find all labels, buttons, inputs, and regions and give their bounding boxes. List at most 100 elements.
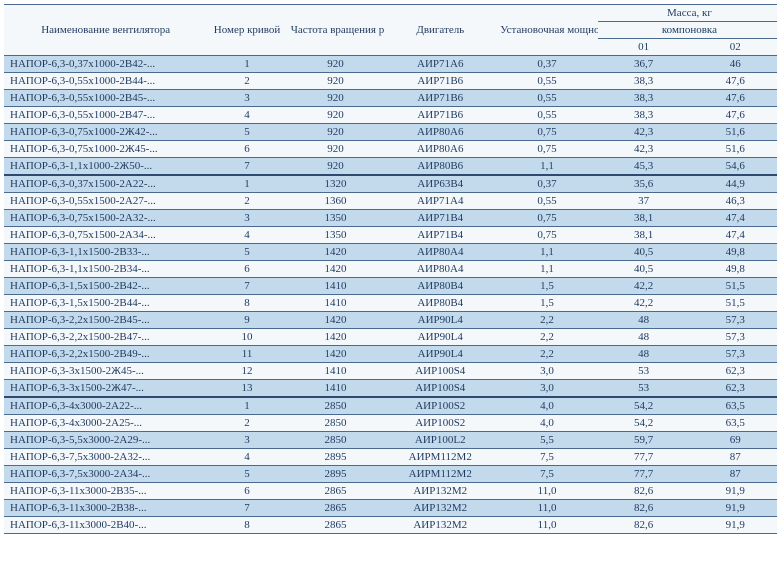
cell-m01: 82,6 <box>598 483 690 500</box>
cell-motor: АИР71В6 <box>384 107 496 124</box>
cell-power: 1,1 <box>496 244 598 261</box>
cell-rpm: 1420 <box>287 244 385 261</box>
cell-power: 0,55 <box>496 90 598 107</box>
cell-power: 11,0 <box>496 517 598 534</box>
col-name: Наименование вентилятора <box>4 5 207 56</box>
cell-motor: АИР80В4 <box>384 295 496 312</box>
cell-rpm: 920 <box>287 56 385 73</box>
cell-rpm: 1420 <box>287 329 385 346</box>
cell-motor: АИР132М2 <box>384 517 496 534</box>
cell-power: 1,1 <box>496 158 598 176</box>
cell-curve: 2 <box>207 73 286 90</box>
table-row: НАПОР-6,3-0,75х1000-2Ж42-...5920АИР80А60… <box>4 124 777 141</box>
cell-m01: 37 <box>598 193 690 210</box>
cell-m01: 54,2 <box>598 397 690 415</box>
cell-motor: АИР71В4 <box>384 210 496 227</box>
col-layout: компоновка <box>598 22 777 39</box>
table-row: НАПОР-6,3-0,75х1500-2А34-...41350АИР71В4… <box>4 227 777 244</box>
cell-m01: 48 <box>598 346 690 363</box>
col-motor: Двигатель <box>384 5 496 56</box>
cell-curve: 3 <box>207 432 286 449</box>
cell-m02: 46 <box>689 56 777 73</box>
cell-name: НАПОР-6,3-5,5х3000-2А29-... <box>4 432 207 449</box>
cell-rpm: 1360 <box>287 193 385 210</box>
cell-m02: 91,9 <box>689 483 777 500</box>
cell-power: 1,5 <box>496 278 598 295</box>
cell-curve: 8 <box>207 295 286 312</box>
cell-m01: 36,7 <box>598 56 690 73</box>
cell-m02: 49,8 <box>689 244 777 261</box>
cell-m01: 77,7 <box>598 466 690 483</box>
cell-curve: 9 <box>207 312 286 329</box>
cell-motor: АИР80А4 <box>384 244 496 261</box>
cell-power: 2,2 <box>496 346 598 363</box>
cell-name: НАПОР-6,3-0,37х1500-2А22-... <box>4 175 207 193</box>
cell-curve: 5 <box>207 466 286 483</box>
cell-m01: 38,3 <box>598 107 690 124</box>
cell-curve: 1 <box>207 397 286 415</box>
cell-motor: АИР132М2 <box>384 500 496 517</box>
cell-m02: 87 <box>689 449 777 466</box>
table-row: НАПОР-6,3-1,1х1000-2Ж50-...7920АИР80В61,… <box>4 158 777 176</box>
cell-rpm: 1350 <box>287 227 385 244</box>
cell-motor: АИР100S4 <box>384 380 496 398</box>
cell-name: НАПОР-6,3-0,55х1000-2В44-... <box>4 73 207 90</box>
cell-rpm: 1420 <box>287 312 385 329</box>
table-row: НАПОР-6,3-0,55х1000-2В47-...4920АИР71В60… <box>4 107 777 124</box>
table-row: НАПОР-6,3-7,5х3000-2А32-...42895АИРМ112М… <box>4 449 777 466</box>
cell-power: 1,5 <box>496 295 598 312</box>
table-header: Наименование вентилятора Номер кривой Ча… <box>4 5 777 56</box>
cell-power: 0,75 <box>496 210 598 227</box>
table-row: НАПОР-6,3-11х3000-2В38-...72865АИР132М21… <box>4 500 777 517</box>
cell-m02: 51,6 <box>689 124 777 141</box>
cell-curve: 11 <box>207 346 286 363</box>
cell-m01: 35,6 <box>598 175 690 193</box>
cell-rpm: 2895 <box>287 466 385 483</box>
cell-motor: АИР132М2 <box>384 483 496 500</box>
cell-power: 4,0 <box>496 415 598 432</box>
table-row: НАПОР-6,3-0,55х1000-2В45-...3920АИР71В60… <box>4 90 777 107</box>
cell-m02: 47,4 <box>689 227 777 244</box>
col-rpm: Частота вращения рабочего колеса n, мин <box>287 5 385 56</box>
cell-power: 0,75 <box>496 141 598 158</box>
cell-m01: 53 <box>598 363 690 380</box>
cell-curve: 4 <box>207 227 286 244</box>
cell-rpm: 1410 <box>287 380 385 398</box>
cell-m01: 77,7 <box>598 449 690 466</box>
cell-rpm: 1410 <box>287 295 385 312</box>
cell-rpm: 1410 <box>287 278 385 295</box>
cell-motor: АИР90L4 <box>384 329 496 346</box>
cell-power: 1,1 <box>496 261 598 278</box>
cell-m01: 38,3 <box>598 90 690 107</box>
cell-m01: 38,3 <box>598 73 690 90</box>
cell-m01: 42,2 <box>598 295 690 312</box>
cell-rpm: 920 <box>287 141 385 158</box>
cell-curve: 6 <box>207 141 286 158</box>
cell-m02: 49,8 <box>689 261 777 278</box>
cell-name: НАПОР-6,3-1,1х1000-2Ж50-... <box>4 158 207 176</box>
cell-motor: АИР71В4 <box>384 227 496 244</box>
fan-specs-table: Наименование вентилятора Номер кривой Ча… <box>4 4 777 534</box>
cell-power: 11,0 <box>496 483 598 500</box>
table-row: НАПОР-6,3-4х3000-2А25-...22850АИР100S24,… <box>4 415 777 432</box>
cell-rpm: 1320 <box>287 175 385 193</box>
table-row: НАПОР-6,3-3х1500-2Ж45-...121410АИР100S43… <box>4 363 777 380</box>
cell-name: НАПОР-6,3-0,75х1000-2Ж45-... <box>4 141 207 158</box>
cell-name: НАПОР-6,3-0,75х1500-2А34-... <box>4 227 207 244</box>
cell-power: 0,55 <box>496 73 598 90</box>
cell-name: НАПОР-6,3-1,1х1500-2В34-... <box>4 261 207 278</box>
cell-m01: 82,6 <box>598 500 690 517</box>
cell-name: НАПОР-6,3-2,2х1500-2В49-... <box>4 346 207 363</box>
cell-motor: АИР80А6 <box>384 141 496 158</box>
table-row: НАПОР-6,3-11х3000-2В40-...82865АИР132М21… <box>4 517 777 534</box>
cell-motor: АИР71А6 <box>384 56 496 73</box>
col-power: Установочная мощность Ny, Вт <box>496 5 598 56</box>
cell-name: НАПОР-6,3-3х1500-2Ж47-... <box>4 380 207 398</box>
cell-power: 0,75 <box>496 227 598 244</box>
cell-m01: 38,1 <box>598 227 690 244</box>
cell-power: 0,37 <box>496 175 598 193</box>
cell-curve: 3 <box>207 90 286 107</box>
cell-motor: АИР71В6 <box>384 73 496 90</box>
cell-m02: 63,5 <box>689 397 777 415</box>
cell-rpm: 1350 <box>287 210 385 227</box>
